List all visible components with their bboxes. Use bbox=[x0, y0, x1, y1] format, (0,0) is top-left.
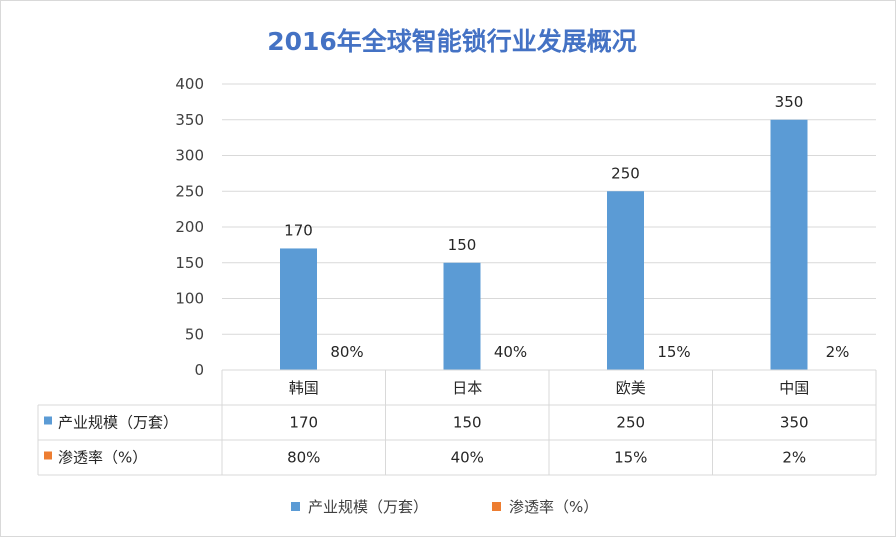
bar-2 bbox=[443, 262, 481, 370]
rate-value-label: 40% bbox=[494, 343, 527, 361]
table-cell: 350 bbox=[780, 414, 809, 432]
x-tick-label: 中国 bbox=[779, 379, 809, 397]
table-cell: 15% bbox=[614, 449, 647, 467]
legend-swatch-scale bbox=[291, 502, 300, 511]
y-tick-label: 200 bbox=[175, 218, 204, 236]
y-axis-ticks: 0 50 100 150 200 250 300 350 400 bbox=[175, 75, 204, 379]
table-row-label: 产业规模（万套） bbox=[58, 414, 178, 432]
y-tick-label: 350 bbox=[175, 111, 204, 129]
y-tick-label: 250 bbox=[175, 182, 204, 200]
bars bbox=[280, 119, 808, 370]
legend-label-scale: 产业规模（万套） bbox=[308, 498, 428, 516]
chart-title: 2016年全球智能锁行业发展概况 bbox=[267, 27, 637, 56]
table-cell: 40% bbox=[451, 449, 484, 467]
y-tick-label: 400 bbox=[175, 75, 204, 93]
table-cell: 2% bbox=[782, 449, 806, 467]
table-row-label: 渗透率（%） bbox=[58, 449, 147, 467]
rate-value-label: 2% bbox=[826, 343, 850, 361]
rate-value-label: 15% bbox=[657, 343, 690, 361]
bar-value-label: 170 bbox=[284, 221, 313, 239]
bar-value-label: 350 bbox=[775, 93, 804, 111]
table-legend-key bbox=[44, 451, 52, 460]
y-tick-label: 150 bbox=[175, 254, 204, 272]
rate-value-label: 80% bbox=[330, 343, 363, 361]
x-tick-label: 欧美 bbox=[616, 379, 646, 397]
y-tick-label: 0 bbox=[194, 361, 204, 379]
legend: 产业规模（万套） 渗透率（%） bbox=[291, 498, 598, 516]
bar-3 bbox=[607, 191, 644, 370]
bar-value-label: 150 bbox=[448, 236, 477, 254]
x-tick-label: 韩国 bbox=[289, 379, 319, 397]
bar-value-label: 250 bbox=[611, 164, 640, 182]
bar-4 bbox=[770, 119, 808, 370]
table-cell: 150 bbox=[453, 414, 482, 432]
table-legend-key bbox=[44, 416, 52, 425]
bar-1 bbox=[280, 248, 317, 370]
data-labels: 170 80% 150 40% 250 15% 350 2% bbox=[284, 93, 849, 361]
legend-label-rate: 渗透率（%） bbox=[509, 498, 598, 516]
x-tick-label: 日本 bbox=[452, 379, 482, 397]
table-cell: 250 bbox=[616, 414, 645, 432]
y-tick-label: 50 bbox=[185, 325, 204, 343]
y-tick-label: 300 bbox=[175, 147, 204, 165]
table-cell: 170 bbox=[289, 414, 318, 432]
table-cell: 80% bbox=[287, 449, 320, 467]
legend-swatch-rate bbox=[492, 502, 501, 511]
y-tick-label: 100 bbox=[175, 290, 204, 308]
